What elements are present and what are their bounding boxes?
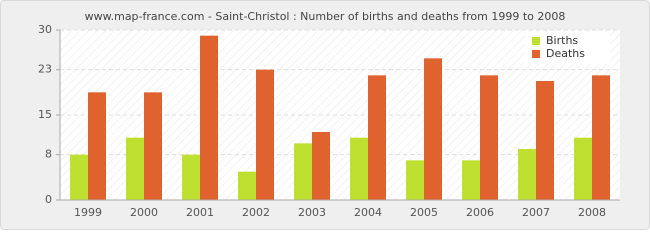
bar — [312, 132, 330, 200]
x-tick-label: 2004 — [354, 206, 382, 219]
bar — [238, 171, 256, 200]
x-tick-label: 2003 — [298, 206, 326, 219]
bar — [406, 160, 424, 200]
x-tick-label: 2007 — [522, 206, 550, 219]
bar — [462, 160, 480, 200]
legend-label: Births — [546, 34, 578, 47]
y-tick-label: 15 — [38, 108, 52, 121]
bar — [424, 58, 442, 201]
y-tick-label: 23 — [38, 63, 52, 76]
legend-swatch — [532, 50, 540, 58]
bar — [256, 69, 274, 201]
chart-title: www.map-france.com - Saint-Christol : Nu… — [85, 10, 566, 23]
bar — [70, 154, 88, 200]
x-tick-label: 1999 — [74, 206, 102, 219]
bar — [126, 137, 144, 200]
x-tick-label: 2002 — [242, 206, 270, 219]
page: {"chart_data": {"type": "bar", "title": … — [0, 0, 650, 230]
bar — [574, 137, 592, 200]
bar — [88, 92, 106, 200]
bar — [592, 75, 610, 200]
y-tick-label: 30 — [38, 23, 52, 36]
chart: www.map-france.com - Saint-Christol : Nu… — [0, 0, 650, 230]
legend-label: Deaths — [546, 47, 585, 60]
x-tick-label: 2006 — [466, 206, 494, 219]
bar — [200, 35, 218, 200]
bar — [536, 81, 554, 200]
x-tick-label: 2000 — [130, 206, 158, 219]
bar — [518, 149, 536, 200]
y-tick-label: 8 — [45, 148, 52, 161]
bar — [144, 92, 162, 200]
x-tick-label: 2001 — [186, 206, 214, 219]
bar — [182, 154, 200, 200]
bar — [294, 143, 312, 200]
y-tick-label: 0 — [45, 193, 52, 206]
legend-swatch — [532, 37, 540, 45]
bar — [368, 75, 386, 200]
x-tick-label: 2008 — [578, 206, 606, 219]
x-tick-label: 2005 — [410, 206, 438, 219]
bar — [480, 75, 498, 200]
bar — [350, 137, 368, 200]
